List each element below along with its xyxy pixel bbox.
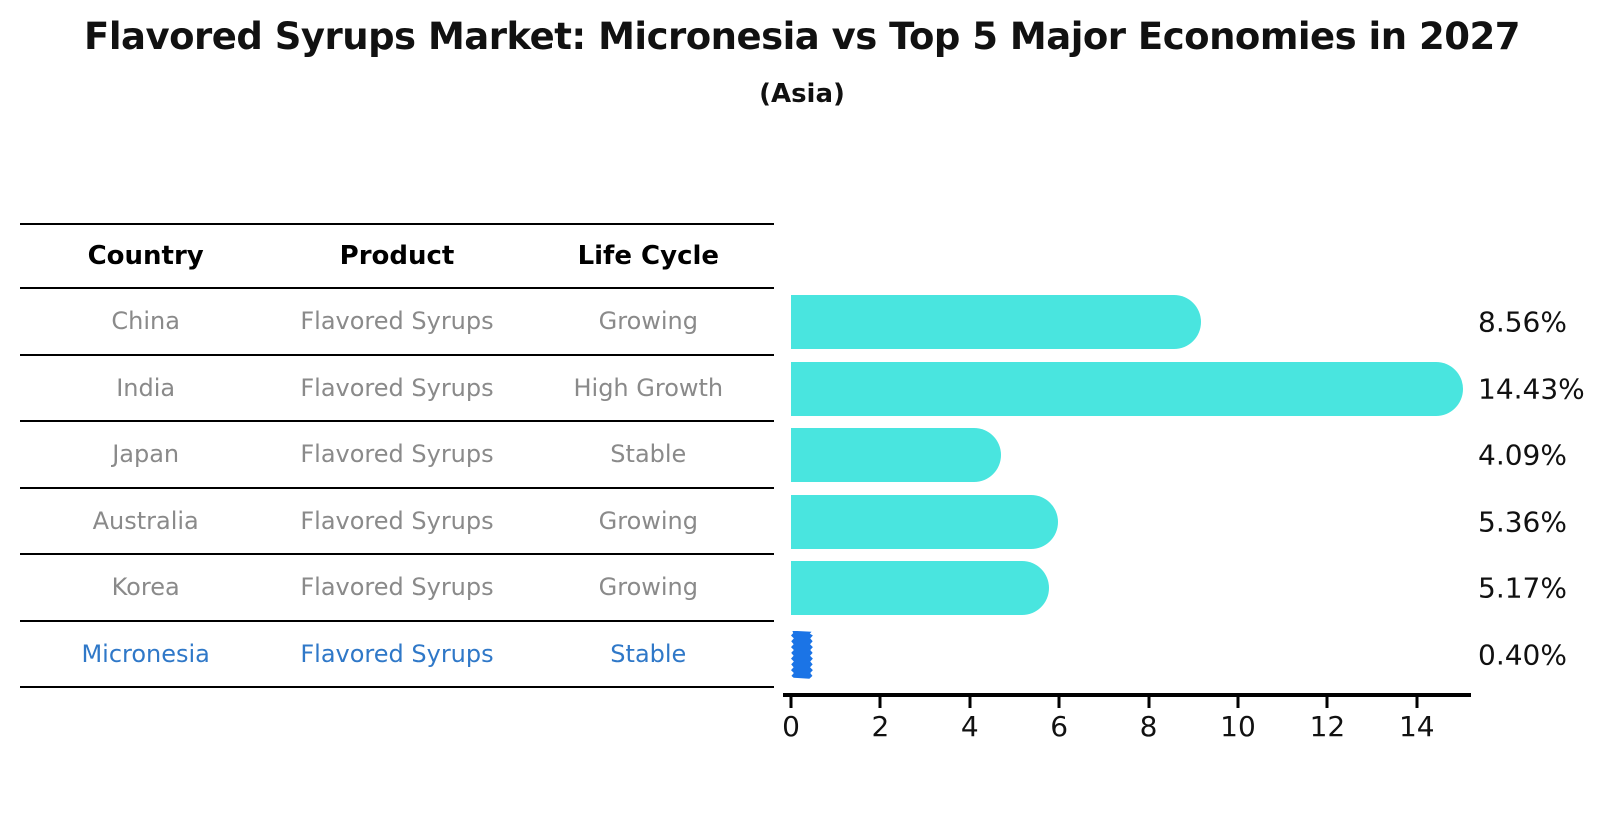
cell-lifecycle: Growing bbox=[598, 573, 698, 602]
table-row: India Flavored Syrups High Growth bbox=[20, 356, 774, 422]
x-axis-tick-label: 4 bbox=[960, 710, 979, 743]
bar-value-label: 5.36% bbox=[1478, 505, 1567, 539]
x-axis-tick-label: 6 bbox=[1050, 710, 1069, 743]
page-title: Flavored Syrups Market: Micronesia vs To… bbox=[84, 15, 1520, 58]
cell-lifecycle: Growing bbox=[598, 506, 698, 535]
bar-value-label: 5.17% bbox=[1478, 571, 1567, 605]
cell-lifecycle: Stable bbox=[610, 440, 687, 469]
cell-lifecycle: Stable bbox=[610, 639, 687, 668]
x-axis-tick-label: 10 bbox=[1220, 710, 1256, 743]
x-axis-tick bbox=[968, 697, 972, 708]
cell-country: India bbox=[116, 373, 176, 402]
cell-country: Japan bbox=[112, 440, 180, 469]
bar bbox=[791, 361, 1464, 416]
x-axis-tick-label: 12 bbox=[1309, 710, 1346, 743]
bar bbox=[791, 494, 1058, 549]
column-header-product: Product bbox=[339, 241, 455, 271]
cell-country: Australia bbox=[92, 506, 199, 535]
table-row: Micronesia Flavored Syrups Stable bbox=[20, 622, 774, 688]
cell-product: Flavored Syrups bbox=[300, 506, 494, 535]
cell-product: Flavored Syrups bbox=[300, 639, 494, 668]
x-axis-tick-label: 2 bbox=[871, 710, 890, 743]
bar-value-label: 0.40% bbox=[1478, 638, 1567, 672]
country-table: Country Product Life Cycle China Flavore… bbox=[20, 223, 774, 688]
x-axis-tick-label: 8 bbox=[1139, 710, 1158, 743]
cell-lifecycle: High Growth bbox=[573, 373, 724, 402]
bar bbox=[791, 630, 813, 679]
column-header-country: Country bbox=[87, 241, 204, 271]
x-axis-tick bbox=[1057, 697, 1061, 708]
bar-value-label: 14.43% bbox=[1478, 372, 1585, 406]
cell-product: Flavored Syrups bbox=[300, 440, 494, 469]
table-header-row: Country Product Life Cycle bbox=[20, 225, 774, 289]
bar-value-label: 4.09% bbox=[1478, 438, 1567, 472]
cell-country: China bbox=[111, 307, 180, 336]
x-axis-tick-label: 14 bbox=[1398, 710, 1435, 743]
cell-country: Korea bbox=[111, 573, 180, 602]
table-row: Australia Flavored Syrups Growing bbox=[20, 489, 774, 555]
bar bbox=[791, 561, 1050, 616]
x-axis-line bbox=[783, 693, 1471, 697]
table-row: Japan Flavored Syrups Stable bbox=[20, 422, 774, 489]
x-axis-tick bbox=[789, 697, 793, 708]
cell-product: Flavored Syrups bbox=[300, 307, 494, 336]
cell-product: Flavored Syrups bbox=[300, 573, 494, 602]
x-axis-tick bbox=[1147, 697, 1151, 708]
bar-value-label: 8.56% bbox=[1478, 305, 1567, 339]
x-axis-tick bbox=[1325, 697, 1329, 708]
cell-country: Micronesia bbox=[81, 639, 210, 668]
table-row: China Flavored Syrups Growing bbox=[20, 289, 774, 356]
page-subtitle: (Asia) bbox=[759, 79, 845, 109]
x-axis-tick bbox=[1415, 697, 1419, 708]
bar bbox=[791, 428, 1001, 483]
x-axis-tick-label: 0 bbox=[782, 710, 800, 743]
table-row: Korea Flavored Syrups Growing bbox=[20, 555, 774, 622]
x-axis-tick bbox=[878, 697, 882, 708]
cell-lifecycle: Growing bbox=[598, 307, 698, 336]
x-axis-tick bbox=[1236, 697, 1240, 708]
cell-product: Flavored Syrups bbox=[300, 373, 494, 402]
bar bbox=[791, 295, 1201, 350]
column-header-lifecycle: Life Cycle bbox=[577, 241, 720, 271]
